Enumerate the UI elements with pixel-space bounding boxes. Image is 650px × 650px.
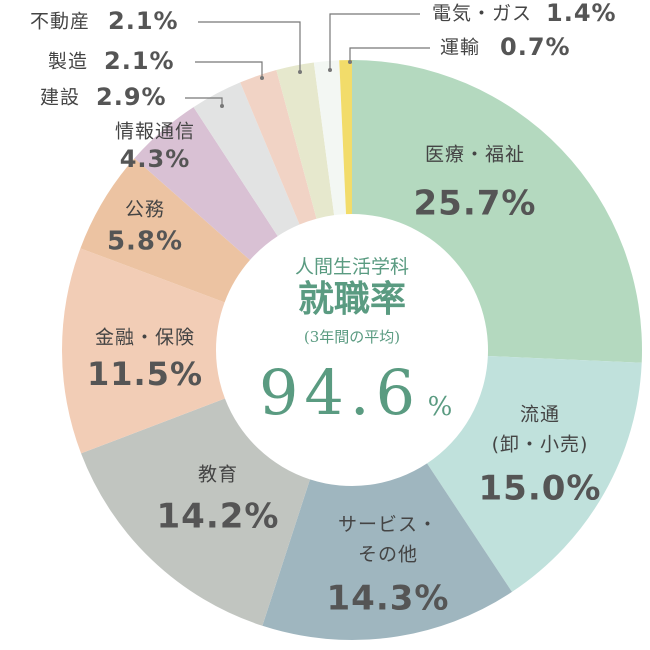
value-label: 0.7% <box>500 33 571 61</box>
donut <box>62 60 642 640</box>
center-value: 94.6 <box>259 356 421 429</box>
category-label: 電気・ガス <box>432 3 532 25</box>
donut-segment <box>262 463 512 640</box>
value-label: 5.8% <box>107 227 183 257</box>
category-label: 医療・福祉 <box>425 144 525 166</box>
category-label: サービス・ <box>338 514 438 536</box>
value-label: 2.1% <box>108 7 179 35</box>
center-note: (3年間の平均) <box>304 328 400 346</box>
leader-dot <box>328 68 332 72</box>
leader-line <box>329 13 420 70</box>
donut-segment <box>193 82 300 237</box>
category-label: 製造 <box>48 51 88 73</box>
category-label: 流通 <box>520 404 560 426</box>
donut-segment <box>134 107 278 261</box>
donut-segment <box>62 248 225 454</box>
category-label: 教育 <box>198 464 238 486</box>
leader-line <box>198 21 301 72</box>
donut-segment <box>313 60 347 216</box>
value-label: 15.0% <box>479 469 602 509</box>
category-label: 運輸 <box>440 37 480 59</box>
donut-segment <box>276 62 335 219</box>
center-subtitle: 人間生活学科 <box>295 256 409 278</box>
donut-segment <box>81 398 310 626</box>
category-label: (卸・小売) <box>492 434 589 456</box>
value-label: 11.5% <box>87 355 203 393</box>
leader-line <box>185 97 223 106</box>
category-label: 不動産 <box>30 11 90 33</box>
donut-segment <box>427 355 642 592</box>
leader-dot <box>260 76 264 80</box>
leader-dot <box>220 104 224 108</box>
leader-dot <box>298 70 302 74</box>
leader-line <box>195 61 263 78</box>
donut-segment <box>352 60 642 363</box>
category-label: 情報通信 <box>115 121 195 143</box>
value-label: 25.7% <box>414 184 537 224</box>
value-label: 14.3% <box>327 579 450 619</box>
value-label: 14.2% <box>157 497 280 537</box>
value-label: 1.4% <box>546 0 617 27</box>
category-label: 金融・保険 <box>95 327 195 349</box>
leader-dot <box>348 60 352 64</box>
center-unit: % <box>428 392 453 422</box>
category-label: 公務 <box>125 199 165 221</box>
donut-segment <box>80 158 250 303</box>
donut-segment <box>339 60 352 215</box>
value-label: 2.1% <box>104 47 175 75</box>
donut-segment <box>240 70 317 225</box>
category-label: その他 <box>358 544 418 566</box>
value-label: 2.9% <box>96 83 167 111</box>
value-label: 4.3% <box>120 145 191 173</box>
center-title: 就職率 <box>298 278 406 320</box>
category-label: 建設 <box>40 87 80 109</box>
leader-line <box>349 47 430 62</box>
